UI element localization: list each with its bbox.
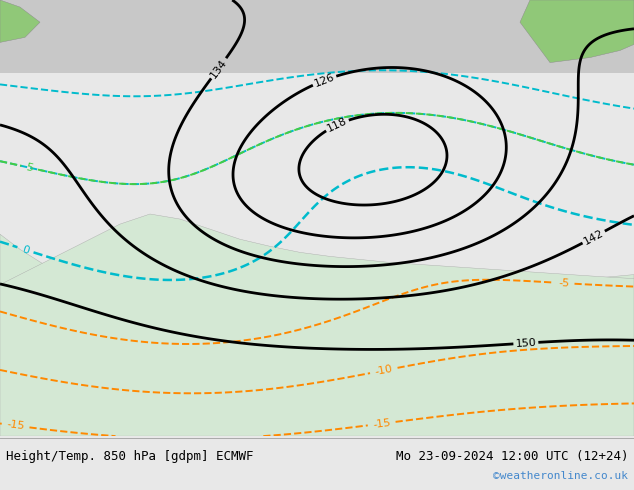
- Text: Mo 23-09-2024 12:00 UTC (12+24): Mo 23-09-2024 12:00 UTC (12+24): [396, 449, 628, 463]
- Text: 150: 150: [515, 338, 536, 349]
- Polygon shape: [0, 234, 634, 436]
- Text: -10: -10: [374, 364, 394, 377]
- Text: -15: -15: [372, 417, 391, 430]
- Text: 118: 118: [325, 116, 349, 134]
- Text: -15: -15: [6, 419, 25, 432]
- Polygon shape: [0, 0, 40, 43]
- Text: 5: 5: [25, 162, 34, 173]
- Text: Height/Temp. 850 hPa [gdpm] ECMWF: Height/Temp. 850 hPa [gdpm] ECMWF: [6, 449, 254, 463]
- Text: ©weatheronline.co.uk: ©weatheronline.co.uk: [493, 471, 628, 481]
- Text: -5: -5: [559, 278, 570, 289]
- Text: 126: 126: [313, 72, 336, 89]
- Polygon shape: [0, 214, 634, 436]
- Polygon shape: [0, 0, 634, 73]
- Text: 0: 0: [20, 244, 30, 256]
- Polygon shape: [520, 0, 634, 63]
- Text: 134: 134: [209, 57, 229, 80]
- Text: 142: 142: [582, 228, 605, 246]
